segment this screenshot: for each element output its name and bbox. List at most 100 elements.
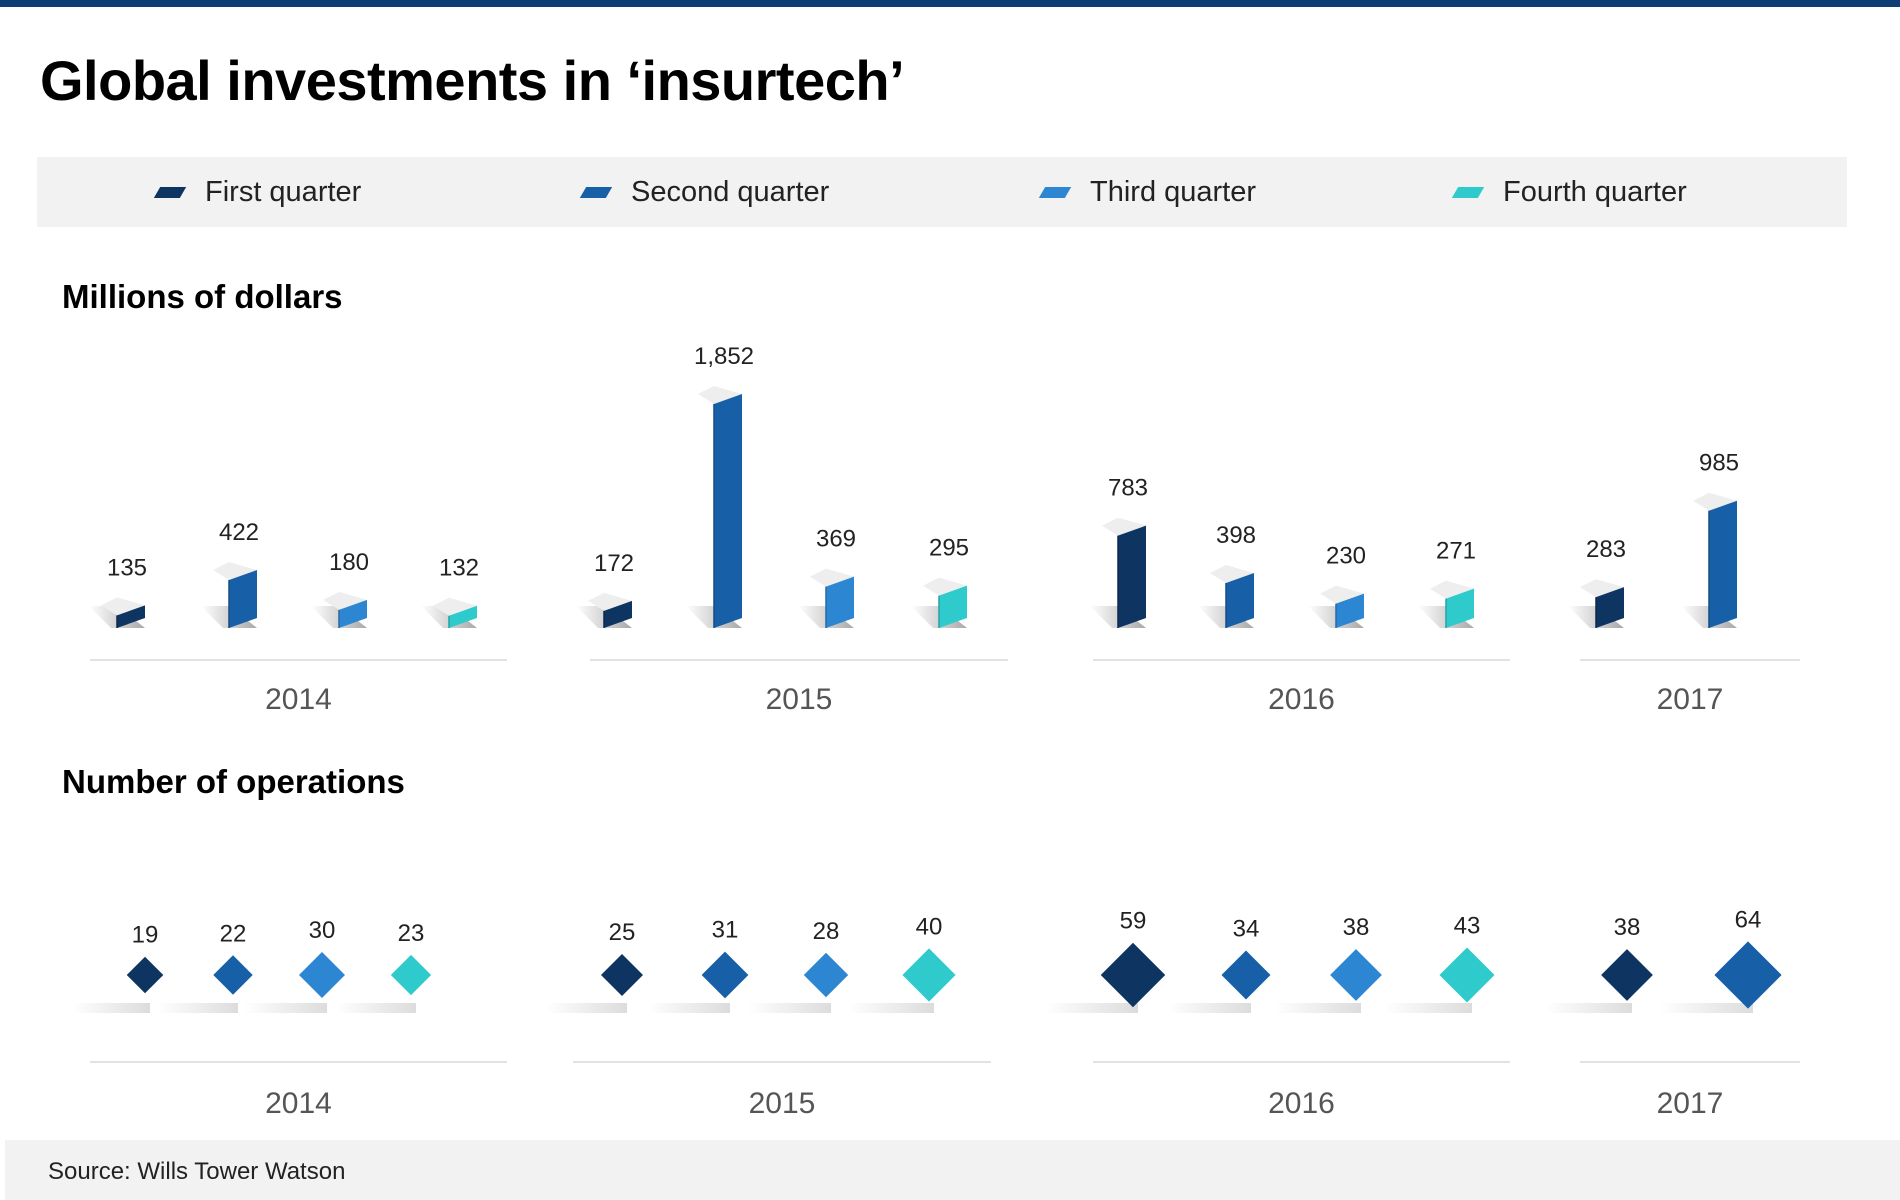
bar-value-label-2015-fourth: 295 [929,535,969,562]
bar-value-label-2016-third: 230 [1326,543,1366,570]
diamond-2016-first [1100,942,1166,1008]
bar-top-2015-third [810,568,854,587]
diamond-value-label-2014-third: 30 [309,917,336,944]
year-label-operations-2014: 2014 [265,1087,332,1120]
diamond-2015-fourth [902,948,956,1002]
bar-top-2015-first [588,592,632,611]
year-label-dollars-2017: 2017 [1657,683,1724,716]
diamond-value-label-2016-second: 34 [1233,916,1260,943]
bar-2016-first [1118,525,1146,628]
footer: Source: Wills Tower Watson [5,1140,1900,1200]
diamond-2014-second [213,955,253,995]
bar-top-2015-fourth [923,577,967,596]
diamond-value-label-2015-second: 31 [712,917,739,944]
bar-top-2016-second [1210,565,1254,584]
bar-value-label-2014-first: 135 [107,554,147,581]
diamond-value-label-2014-fourth: 23 [398,920,425,947]
legend-item-second-quarter: Second quarter [579,157,830,227]
bar-2014-second [229,570,257,628]
legend-label-fourth-quarter: Fourth quarter [1503,175,1687,208]
bar-top-2014-second [213,562,257,581]
diamond-2017-first [1601,949,1653,1001]
bar-2014-first [117,605,145,628]
diamond-2014-fourth [390,954,432,996]
diamond-value-label-2017-second: 64 [1735,906,1762,933]
legend: First quarter Second quarter Third quart… [37,157,1847,227]
bar-2014-third [339,599,367,628]
diamond-value-label-2016-third: 38 [1343,914,1370,941]
bar-top-2016-first [1102,517,1146,536]
bar-top-2016-fourth [1430,580,1474,599]
diamond-shadow-2016-third [1275,1003,1361,1013]
diamond-shadow-2015-first [546,1003,627,1013]
bar-2017-second [1709,500,1737,628]
bar-value-label-2014-third: 180 [329,549,369,576]
diamond-value-label-2016-fourth: 43 [1454,912,1481,939]
bar-2015-third [826,576,854,628]
section-title-operations: Number of operations [62,763,405,800]
diamond-2015-first [601,954,643,996]
bar-value-label-2016-second: 398 [1216,522,1256,549]
year-label-operations-2015: 2015 [749,1087,816,1120]
legend-label-second-quarter: Second quarter [631,175,830,208]
bar-top-2017-second [1693,492,1737,511]
diamond-shadow-2014-first [71,1003,150,1013]
legend-label-third-quarter: Third quarter [1090,175,1257,208]
diamond-shadow-2016-first [1045,1003,1138,1013]
legend-item-first-quarter: First quarter [153,157,362,227]
diamond-shadow-2014-fourth [335,1003,416,1013]
diamond-value-label-2015-first: 25 [609,919,636,946]
diamond-value-label-2017-first: 38 [1614,914,1641,941]
diamond-2017-second [1714,941,1782,1009]
diamond-2016-second [1221,950,1271,1000]
bar-value-label-2014-second: 422 [219,519,259,546]
year-label-dollars-2016: 2016 [1268,683,1335,716]
bar-top-2014-fourth [433,597,477,616]
bar-2014-fourth [449,605,477,628]
bar-value-label-2014-fourth: 132 [439,555,479,582]
bar-value-label-2015-second: 1,852 [694,343,754,370]
diamond-value-label-2015-fourth: 40 [916,913,943,940]
diamond-shadow-2014-second [158,1003,238,1013]
year-label-dollars-2014: 2014 [265,683,332,716]
diamond-value-label-2014-first: 19 [132,922,159,949]
top-accent-bar [0,0,1900,7]
diamond-shadow-2017-second [1659,1003,1753,1013]
diamond-shadow-2016-fourth [1384,1003,1472,1013]
bar-top-2016-third [1320,585,1364,604]
bar-2015-second [714,394,742,628]
legend-label-first-quarter: First quarter [205,175,362,208]
bar-top-2014-first [101,597,145,616]
bar-value-label-2017-first: 283 [1586,536,1626,563]
diamond-2014-third [298,951,346,999]
diamond-value-label-2015-third: 28 [813,918,840,945]
bar-2015-fourth [939,585,967,628]
diamond-shadow-2014-third [243,1003,327,1013]
legend-item-third-quarter: Third quarter [1038,157,1257,227]
bar-2017-first [1596,587,1624,628]
bar-2016-third [1336,593,1364,628]
bar-value-label-2016-first: 783 [1108,475,1148,502]
bar-value-label-2015-third: 369 [816,526,856,553]
bar-2016-fourth [1446,588,1474,628]
bar-value-label-2017-second: 985 [1699,450,1739,477]
diamond-2015-third [803,952,849,998]
source-note: Source: Wills Tower Watson [48,1158,346,1185]
diamond-2015-second [701,951,749,999]
diamond-shadow-2015-fourth [847,1003,934,1013]
chart-title: Global investments in ‘insurtech’ [40,49,905,112]
year-label-operations-2017: 2017 [1657,1087,1724,1120]
diamond-2016-third [1330,949,1382,1001]
bar-2016-second [1226,573,1254,628]
bar-top-2017-first [1580,579,1624,598]
bar-value-label-2016-fourth: 271 [1436,538,1476,565]
legend-item-fourth-quarter: Fourth quarter [1451,157,1687,227]
bar-top-2015-second [698,386,742,404]
diamond-2014-first [126,956,164,994]
diamond-value-label-2014-second: 22 [220,920,247,947]
diamond-value-label-2016-first: 59 [1120,908,1147,935]
year-label-operations-2016: 2016 [1268,1087,1335,1120]
diamond-2016-fourth [1439,947,1495,1003]
diamond-shadow-2016-second [1166,1003,1251,1013]
